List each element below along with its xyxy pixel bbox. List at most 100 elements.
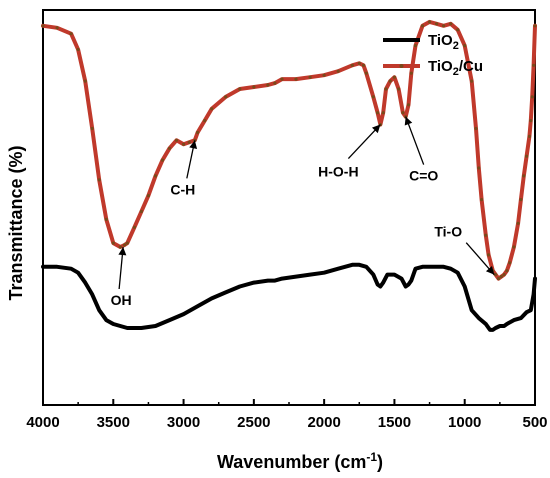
y-axis-title: Transmittance (%) bbox=[6, 145, 26, 300]
data-point bbox=[90, 292, 94, 296]
data-point bbox=[104, 318, 108, 322]
data-point bbox=[252, 281, 256, 285]
x-tick-label: 2000 bbox=[307, 414, 340, 431]
annotation-arrow-line bbox=[405, 116, 425, 165]
annotation-0: OH bbox=[111, 246, 132, 308]
legend-label: TiO2/Cu bbox=[428, 58, 483, 78]
data-point bbox=[525, 154, 529, 158]
data-point bbox=[420, 24, 425, 28]
data-point bbox=[280, 77, 284, 81]
data-point bbox=[357, 61, 361, 65]
data-point bbox=[502, 273, 506, 277]
x-tick-label: 500 bbox=[522, 414, 547, 431]
data-point bbox=[322, 271, 326, 275]
series-line bbox=[41, 19, 537, 281]
annotations: OH C-H H-O-H C=O Ti-O bbox=[111, 116, 495, 308]
data-point bbox=[83, 79, 87, 83]
data-point bbox=[527, 134, 532, 138]
data-point bbox=[41, 265, 45, 269]
data-point bbox=[167, 146, 172, 150]
data-point bbox=[336, 267, 340, 271]
data-point bbox=[456, 271, 460, 275]
annotation-3: C=O bbox=[404, 116, 438, 184]
data-point bbox=[322, 73, 326, 77]
data-point bbox=[196, 304, 200, 308]
data-point bbox=[442, 24, 446, 28]
data-point bbox=[167, 318, 172, 322]
annotation-2: H-O-H bbox=[318, 124, 381, 180]
data-point bbox=[294, 275, 298, 279]
data-point bbox=[97, 308, 101, 312]
data-point bbox=[385, 273, 389, 277]
data-point bbox=[494, 326, 498, 330]
data-point bbox=[449, 22, 453, 26]
annotation-label: Ti-O bbox=[434, 224, 462, 240]
data-point bbox=[532, 292, 536, 296]
data-point bbox=[491, 328, 495, 332]
data-point bbox=[477, 166, 481, 170]
data-point bbox=[525, 310, 529, 314]
x-tick-label: 2500 bbox=[237, 414, 270, 431]
data-point bbox=[474, 126, 478, 131]
data-point bbox=[153, 324, 158, 328]
data-point bbox=[470, 308, 474, 312]
data-point bbox=[280, 277, 284, 281]
data-point bbox=[238, 284, 242, 289]
annotation-label: C=O bbox=[409, 168, 438, 184]
data-point bbox=[90, 126, 94, 131]
data-point bbox=[294, 77, 298, 81]
arrowhead-icon bbox=[404, 116, 413, 126]
data-point bbox=[420, 265, 425, 269]
data-point bbox=[406, 103, 411, 107]
data-point bbox=[266, 279, 270, 283]
data-point bbox=[111, 322, 115, 326]
data-point bbox=[118, 324, 122, 328]
data-point bbox=[69, 32, 73, 36]
data-point bbox=[376, 282, 380, 287]
data-point bbox=[404, 284, 408, 289]
data-point bbox=[125, 326, 129, 330]
data-point bbox=[174, 138, 179, 142]
data-point bbox=[480, 198, 484, 202]
annotation-label: H-O-H bbox=[318, 164, 358, 180]
legend-marker bbox=[399, 38, 404, 42]
data-point bbox=[392, 75, 396, 79]
data-point bbox=[224, 290, 228, 294]
data-point bbox=[381, 111, 385, 115]
data-point bbox=[357, 263, 361, 267]
arrowhead-icon bbox=[371, 124, 381, 134]
data-point bbox=[153, 174, 158, 178]
data-point bbox=[210, 296, 214, 300]
arrowhead-icon bbox=[485, 265, 495, 275]
data-point bbox=[308, 273, 312, 277]
data-point bbox=[484, 233, 488, 237]
data-point bbox=[203, 119, 207, 123]
data-point bbox=[516, 221, 520, 225]
data-point bbox=[350, 263, 354, 267]
data-point bbox=[111, 241, 115, 245]
data-point bbox=[378, 284, 382, 289]
data-point bbox=[533, 277, 537, 281]
data-point bbox=[118, 245, 122, 249]
data-point bbox=[496, 277, 501, 281]
data-point bbox=[139, 326, 143, 330]
data-point bbox=[273, 279, 277, 283]
data-point bbox=[187, 140, 191, 144]
data-point bbox=[361, 63, 366, 67]
data-point bbox=[210, 107, 214, 111]
data-point bbox=[413, 267, 418, 271]
x-tick-label: 3000 bbox=[167, 414, 200, 431]
data-point bbox=[484, 322, 488, 326]
data-point bbox=[97, 178, 101, 182]
data-point bbox=[146, 194, 150, 198]
data-point bbox=[508, 261, 512, 265]
data-point bbox=[512, 245, 516, 249]
data-point bbox=[428, 265, 432, 269]
annotation-1: C-H bbox=[170, 140, 198, 197]
data-point bbox=[442, 265, 446, 269]
data-point bbox=[463, 284, 467, 289]
data-point bbox=[132, 225, 136, 229]
data-point bbox=[530, 95, 534, 99]
legend: TiO2 TiO2/Cu bbox=[383, 32, 483, 78]
data-point bbox=[532, 63, 536, 67]
